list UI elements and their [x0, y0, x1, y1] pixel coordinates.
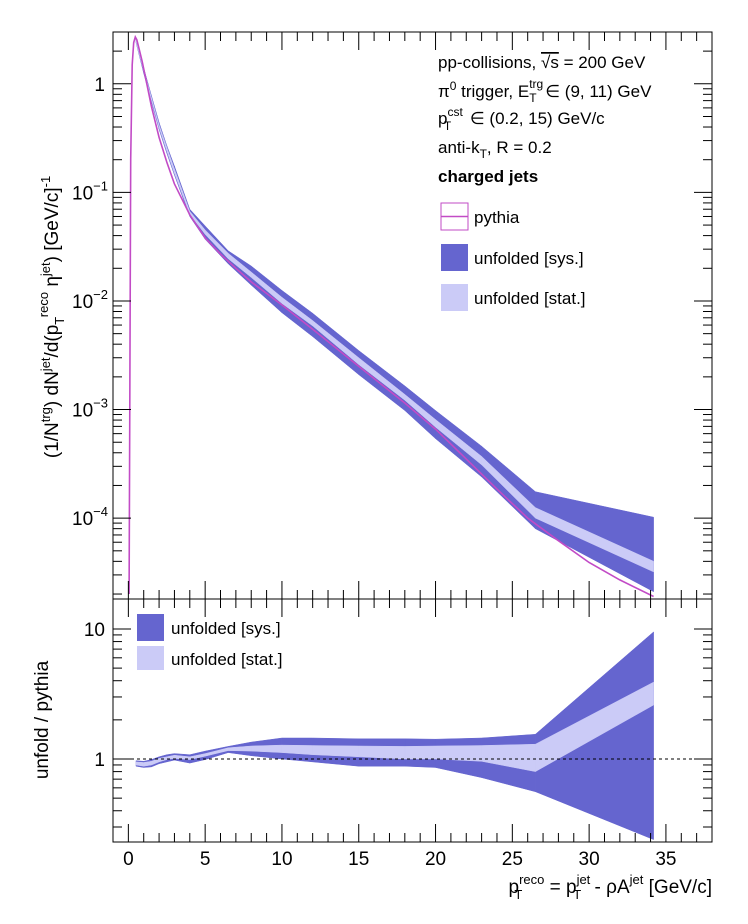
- bottom-y-axis: 1 10: [84, 620, 712, 828]
- top-stat-band-segment-5: [174, 168, 191, 215]
- top-y-tick-label-0: 10−4: [72, 504, 108, 530]
- bottom-y-tick-label-1: 10: [84, 620, 105, 641]
- legend-sys-label: unfolded [sys.]: [474, 249, 584, 268]
- top-y-axis-label: (1/Ntrg) dNjet/d(pTreco ηjet) [GeV/c]-1: [36, 176, 67, 458]
- bottom-x-tick-label-1: 5: [200, 849, 211, 870]
- bottom-panel: 1 10 0 5 10 15 20 25 30 35 unfold / pythia preco…: [32, 598, 713, 902]
- bottom-legend-stat-label: unfolded [stat.]: [171, 650, 283, 669]
- legend-stat-swatch: [441, 284, 468, 311]
- bottom-stat-band-segment-11: [312, 745, 359, 758]
- bottom-x-tick-label-5: 25: [502, 849, 523, 870]
- bottom-x-tick-label-7: 35: [655, 849, 676, 870]
- info-line-charged-jets: charged jets: [438, 167, 538, 186]
- bottom-legend: unfolded [sys.] unfolded [stat.]: [137, 614, 283, 670]
- top-y-tick-label-4: 1: [94, 75, 105, 96]
- top-y-tick-label-3: 10−1: [72, 178, 108, 204]
- legend-pythia-label: pythia: [474, 208, 520, 227]
- top-panel: 10−4 10−3 10−2 10−1 1 (1/Ntrg) dNjet/d(pTrec…: [36, 31, 713, 600]
- bottom-plot-frame: [112, 598, 713, 843]
- bottom-x-tick-label-3: 15: [348, 849, 369, 870]
- info-line-algorithm: anti-kT, R = 0.2: [438, 138, 552, 161]
- bottom-stat-band-segment-9: [250, 744, 283, 753]
- top-stat-band-segment-6: [189, 210, 206, 236]
- bottom-x-axis: 0 5 10 15 20 25 30 35: [112, 599, 698, 870]
- bottom-y-tick-label-0: 1: [94, 750, 105, 771]
- bottom-legend-sys-swatch: [137, 614, 164, 641]
- bottom-x-tick-label-4: 20: [425, 849, 446, 870]
- bottom-x-tick-label-0: 0: [123, 849, 134, 870]
- bottom-stat-band: [135, 681, 654, 773]
- top-stat-band-segment-4: [166, 147, 175, 174]
- top-y-axis: 10−4 10−3 10−2 10−1 1: [72, 31, 712, 595]
- pythia-line: [128, 34, 654, 598]
- bottom-y-axis-label: unfold / pythia: [32, 660, 53, 779]
- bottom-x-tick-label-2: 10: [271, 849, 292, 870]
- top-stat-band-segment-7: [204, 229, 229, 260]
- top-y-tick-label-2: 10−2: [72, 287, 108, 313]
- top-y-tick-label-1: 10−3: [72, 396, 108, 422]
- info-line-collisions: pp-collisions, √s = 200 GeV: [438, 53, 646, 72]
- info-line-trigger: π0 trigger, Etrg T ∈ (9, 11) GeV: [438, 77, 652, 105]
- top-stat-bands: [135, 39, 654, 573]
- top-x-ticks: [112, 32, 698, 599]
- bottom-x-tick-label-6: 30: [579, 849, 600, 870]
- top-stat-band-segment-16: [535, 507, 654, 573]
- bottom-legend-sys-label: unfolded [sys.]: [171, 619, 281, 638]
- bottom-legend-stat-swatch: [137, 646, 164, 670]
- bottom-stat-band-segment-16: [535, 681, 654, 773]
- legend-sys-swatch: [441, 244, 468, 271]
- info-text: pp-collisions, √s = 200 GeV π0 trigger, …: [438, 53, 652, 186]
- top-legend: pythia unfolded [sys.] unfolded [stat.]: [440, 202, 586, 311]
- bottom-stat-band-segment-13: [404, 745, 436, 760]
- top-pythia-curve: [128, 34, 654, 598]
- info-line-constituents: pcst T ∈ (0.2, 15) GeV/c: [438, 105, 605, 133]
- bottom-x-axis-label: preco T = pjet T - ρAjet [GeV/c]: [509, 872, 713, 902]
- bottom-stat-band-segment-12: [358, 745, 406, 760]
- legend-stat-label: unfolded [stat.]: [474, 289, 586, 308]
